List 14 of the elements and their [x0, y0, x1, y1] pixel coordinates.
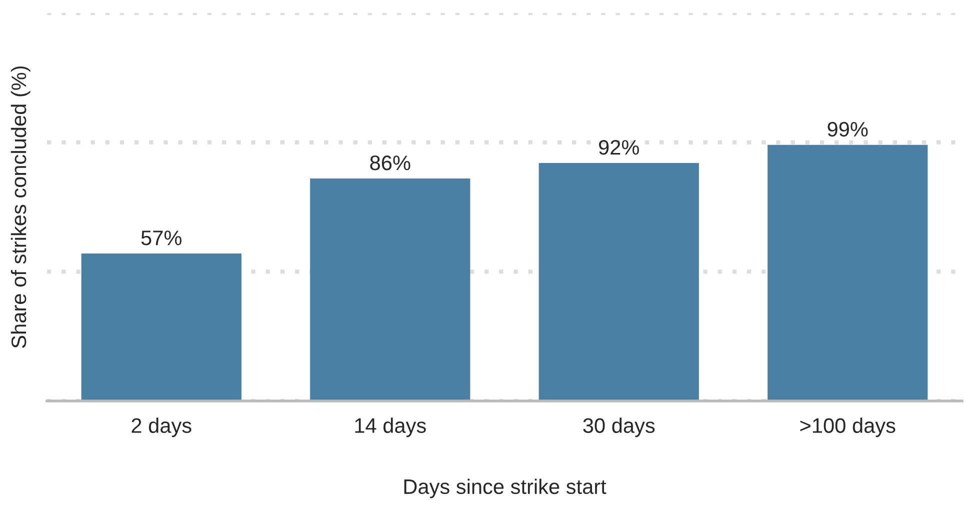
- x-axis-title: Days since strike start: [404, 478, 606, 498]
- x-tick-label: 2 days: [132, 418, 192, 438]
- bar: [81, 254, 242, 401]
- x-tick-label: 30 days: [583, 418, 655, 438]
- data-label: 86%: [370, 156, 410, 170]
- bar: [768, 144, 928, 401]
- data-label: 57%: [141, 230, 182, 246]
- x-tick-label: 14 days: [355, 418, 426, 438]
- bar: [538, 163, 699, 401]
- data-label: 99%: [828, 122, 868, 137]
- data-label: 92%: [599, 140, 639, 155]
- bar: [310, 178, 470, 401]
- y-axis-title: Share of strikes concluded (%): [10, 66, 30, 348]
- x-tick-label: >100 days: [800, 418, 896, 438]
